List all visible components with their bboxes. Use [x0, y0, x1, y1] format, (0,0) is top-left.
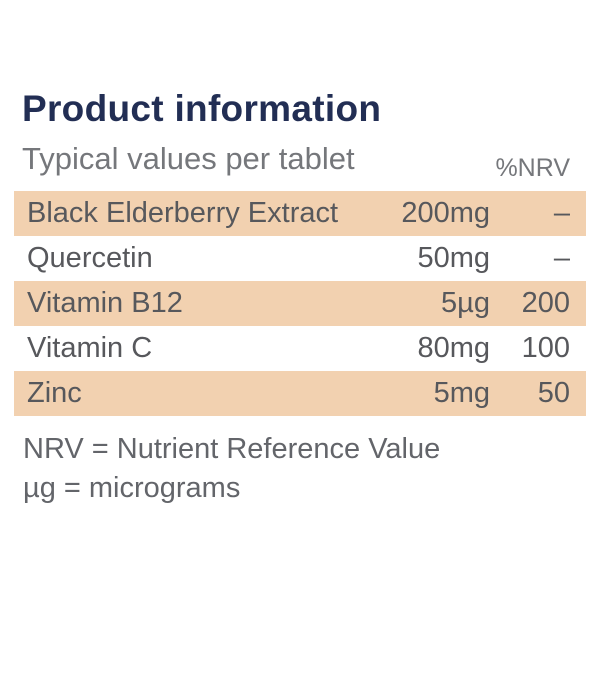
nutrient-amount: 50mg [417, 241, 490, 274]
nutrient-nrv: 100 [521, 331, 570, 364]
nutrient-nrv: – [553, 196, 570, 229]
nutrient-nrv: 50 [537, 376, 570, 409]
table-row: Vitamin B12 5µg 200 [14, 280, 586, 326]
nutrient-nrv: 200 [521, 286, 570, 319]
footnotes: NRV = Nutrient Reference Value µg = micr… [23, 430, 578, 508]
nutrient-amount: 5mg [433, 376, 490, 409]
nutrient-amount: 5µg [441, 286, 490, 319]
table-header: Typical values per tablet %NRV [22, 140, 578, 182]
nutrient-name: Quercetin [27, 241, 153, 274]
nutrient-nrv: – [553, 241, 570, 274]
nutrient-name: Black Elderberry Extract [27, 196, 339, 229]
table-row: Zinc 5mg 50 [14, 370, 586, 416]
table-row: Vitamin C 80mg 100 [14, 325, 586, 371]
nutrient-name: Vitamin C [27, 331, 153, 364]
nutrient-amount: 200mg [401, 196, 490, 229]
table-row: Black Elderberry Extract 200mg – [14, 190, 586, 236]
nrv-column-header: %NRV [495, 153, 570, 182]
footnote-nrv-definition: NRV = Nutrient Reference Value [23, 432, 441, 465]
nutrient-amount: 80mg [417, 331, 490, 364]
footnote-microgram-definition: µg = micrograms [23, 471, 241, 504]
subtitle: Typical values per tablet [22, 140, 355, 176]
nutrient-name: Zinc [27, 376, 82, 409]
page-title: Product information [22, 88, 382, 129]
nutrient-name: Vitamin B12 [27, 286, 183, 319]
nutrition-table: Black Elderberry Extract 200mg – Quercet… [14, 190, 586, 416]
product-information-label: Product information Typical values per t… [0, 88, 600, 688]
table-row: Quercetin 50mg – [14, 235, 586, 281]
